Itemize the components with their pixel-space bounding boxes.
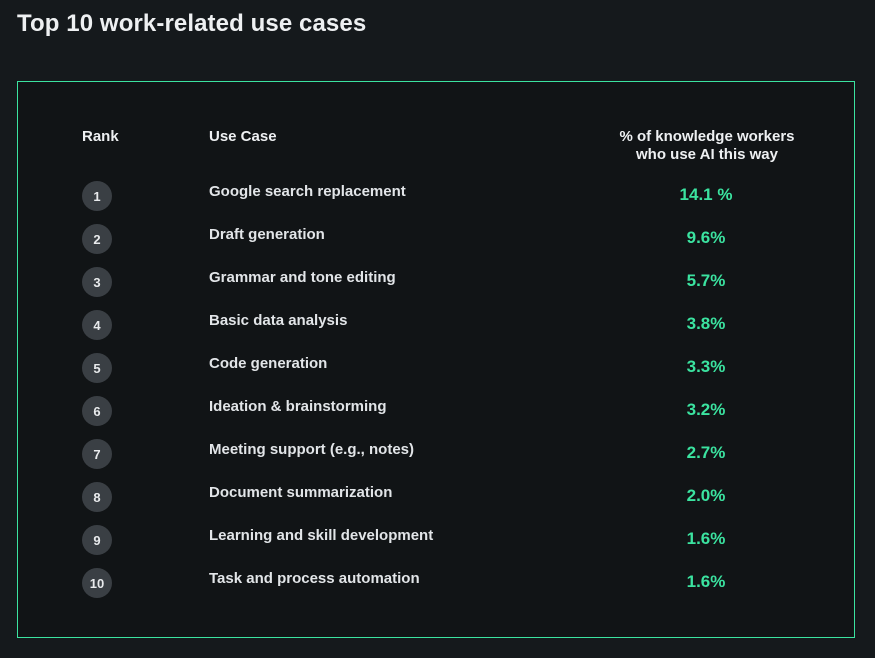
use-case-label: Task and process automation (209, 570, 420, 587)
table-row: 3 Grammar and tone editing 5.7% (0, 267, 875, 310)
percent-value: 5.7% (686, 271, 726, 290)
table-panel (17, 81, 855, 638)
percent-value: 3.3% (686, 357, 726, 376)
use-case-label: Grammar and tone editing (209, 269, 396, 286)
rank-badge: 3 (82, 267, 112, 297)
column-header-percent-line-1: % of knowledge workers (619, 128, 795, 145)
percent-value: 2.7% (686, 443, 726, 462)
use-case-label: Google search replacement (209, 183, 406, 200)
use-case-label: Ideation & brainstorming (209, 398, 387, 415)
percent-value: 1.6% (686, 572, 726, 591)
use-case-label: Meeting support (e.g., notes) (209, 441, 414, 458)
column-header-percent: % of knowledge workers who use AI this w… (600, 128, 814, 164)
table-row: 8 Document summarization 2.0% (0, 482, 875, 525)
table-row: 9 Learning and skill development 1.6% (0, 525, 875, 568)
rank-badge: 10 (82, 568, 112, 598)
use-case-label: Code generation (209, 355, 328, 372)
percent-value: 3.8% (686, 314, 726, 333)
rank-badge: 6 (82, 396, 112, 426)
column-header-use-case: Use Case (209, 128, 277, 145)
rank-badge: 8 (82, 482, 112, 512)
use-case-label: Basic data analysis (209, 312, 348, 329)
use-case-label: Draft generation (209, 226, 325, 243)
table-row: 1 Google search replacement 14.1 % (0, 181, 875, 224)
rank-badge: 4 (82, 310, 112, 340)
table-row: 7 Meeting support (e.g., notes) 2.7% (0, 439, 875, 482)
table-row: 4 Basic data analysis 3.8% (0, 310, 875, 353)
table-row: 5 Code generation 3.3% (0, 353, 875, 396)
page-title: Top 10 work-related use cases (17, 10, 367, 37)
percent-value: 14.1 % (679, 185, 733, 204)
table-row: 2 Draft generation 9.6% (0, 224, 875, 267)
percent-value: 9.6% (686, 228, 726, 247)
rank-badge: 2 (82, 224, 112, 254)
table-row: 10 Task and process automation 1.6% (0, 568, 875, 611)
table-row: 6 Ideation & brainstorming 3.2% (0, 396, 875, 439)
column-header-rank: Rank (82, 128, 119, 145)
rank-badge: 7 (82, 439, 112, 469)
use-case-label: Learning and skill development (209, 527, 434, 544)
rank-badge: 1 (82, 181, 112, 211)
percent-value: 3.2% (686, 400, 726, 419)
percent-value: 1.6% (686, 529, 726, 548)
use-case-label: Document summarization (209, 484, 393, 501)
rank-badge: 5 (82, 353, 112, 383)
column-header-percent-line-2: who use AI this way (636, 146, 778, 163)
percent-value: 2.0% (686, 486, 726, 505)
rank-badge: 9 (82, 525, 112, 555)
